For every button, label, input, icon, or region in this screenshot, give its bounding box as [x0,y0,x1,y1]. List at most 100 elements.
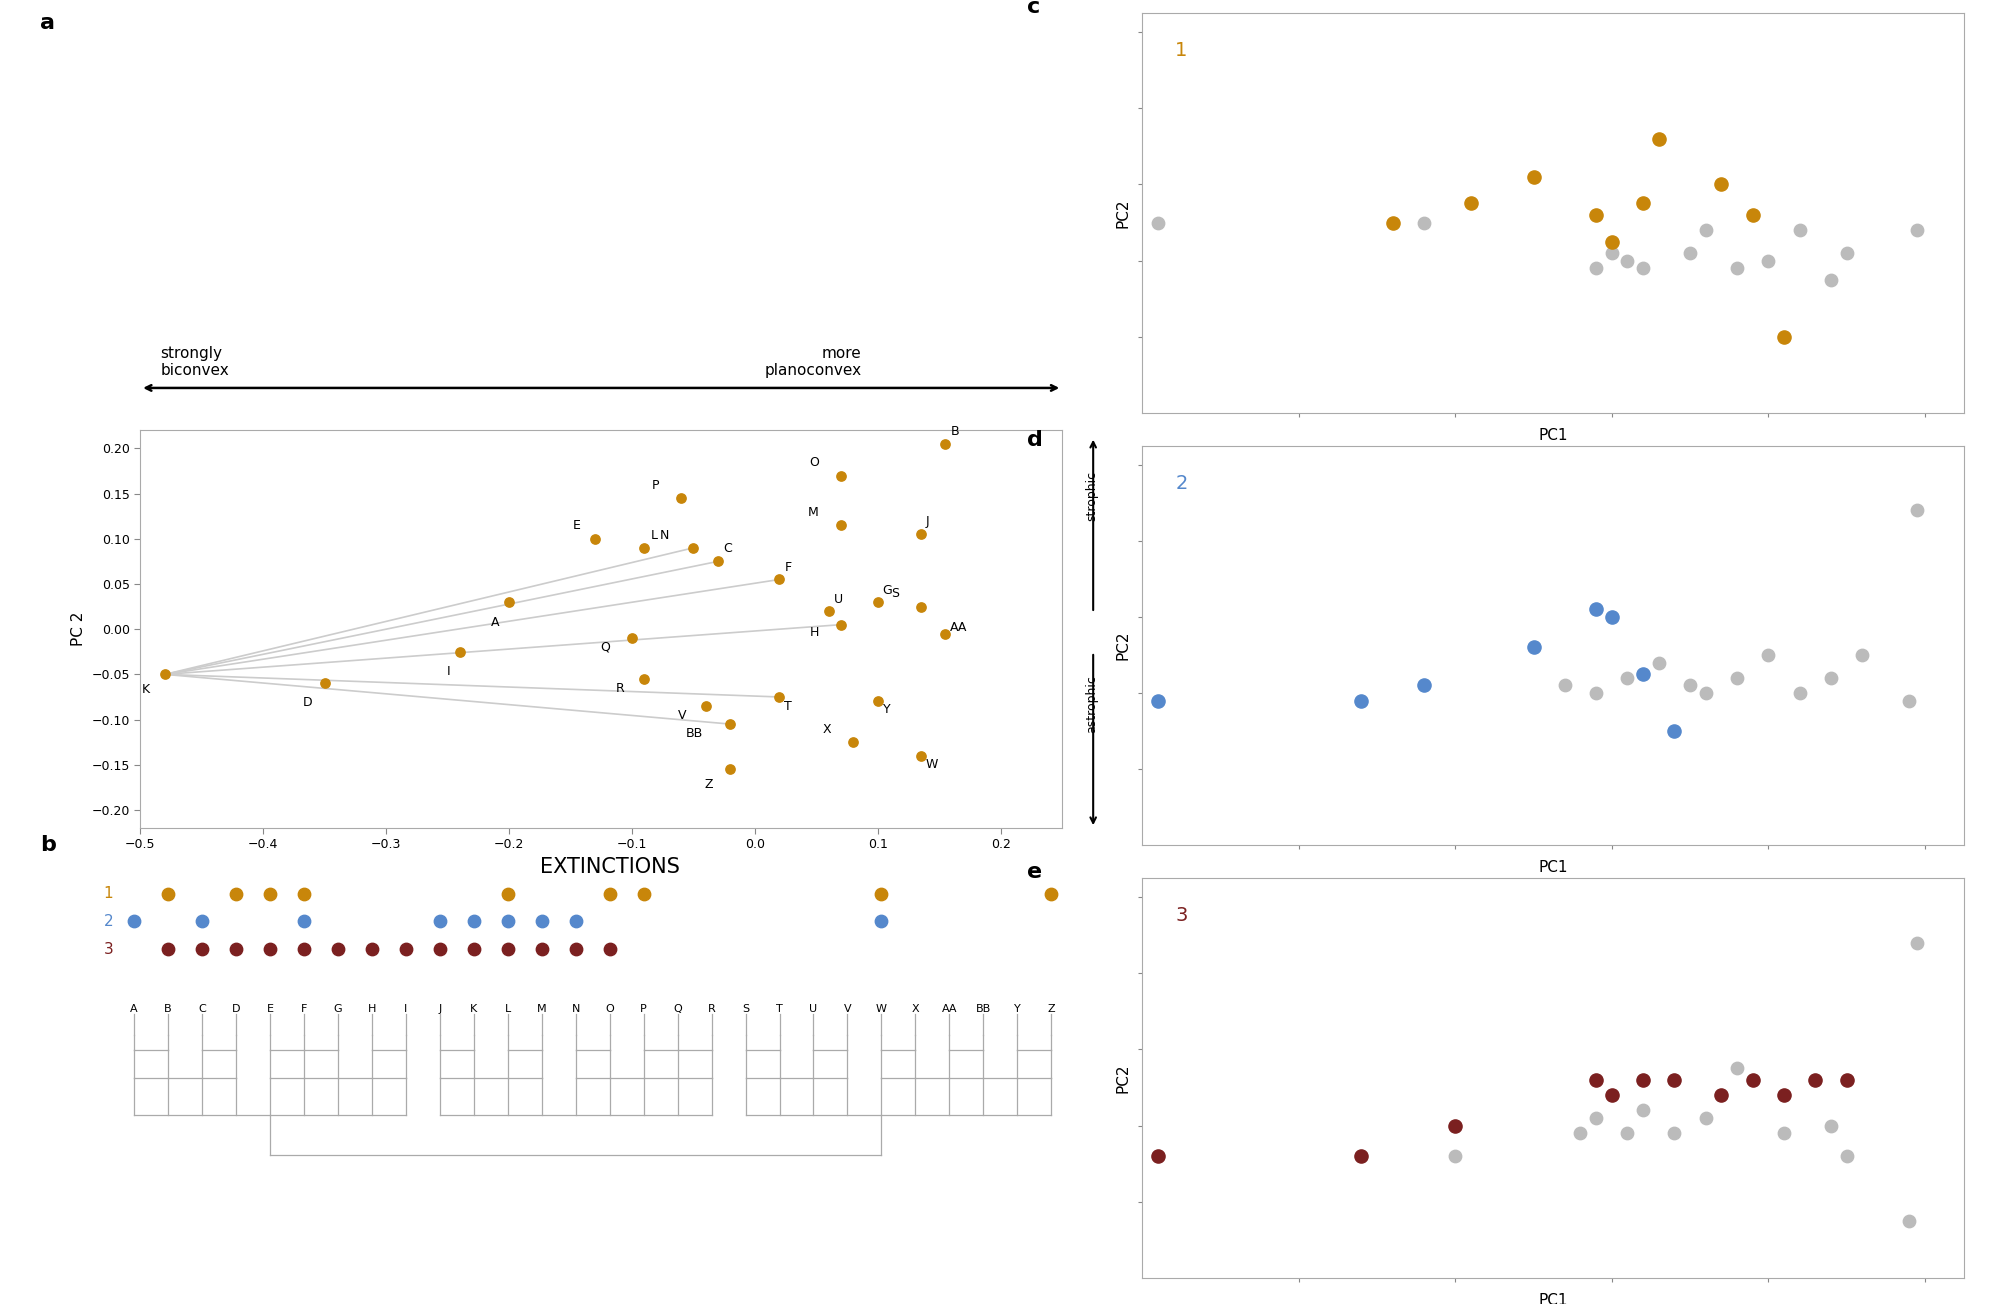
Text: Z: Z [705,778,713,792]
Text: e: e [1028,862,1042,882]
Point [593,939,625,960]
Point [1689,683,1721,704]
Point [1689,219,1721,240]
Point [1816,269,1848,289]
Text: strongly
biconvex: strongly biconvex [160,346,228,378]
X-axis label: PC1: PC1 [1539,428,1567,442]
Text: 3: 3 [104,941,114,957]
Text: G: G [333,1004,343,1015]
Point [1627,664,1659,685]
Point [1579,683,1611,704]
Point [904,596,936,617]
Text: G: G [882,584,892,597]
Point [904,524,936,545]
Point [1611,1123,1643,1144]
Text: X: X [822,722,832,735]
Text: B: B [164,1004,172,1015]
Point [1595,243,1627,263]
Point [862,592,894,613]
Text: 2: 2 [104,914,112,928]
Point [186,939,218,960]
Point [615,627,647,648]
Text: N: N [571,1004,579,1015]
Point [713,759,745,780]
Point [559,911,591,932]
Text: BB: BB [976,1004,990,1015]
Text: D: D [232,1004,240,1015]
Point [1611,250,1643,271]
Point [665,488,697,509]
Point [862,691,894,712]
Point [1579,1069,1611,1090]
Point [309,673,341,694]
Text: 3: 3 [1174,906,1188,925]
Point [1902,499,1934,520]
Point [1846,644,1878,665]
Text: R: R [615,682,625,695]
Point [838,732,870,752]
Text: S: S [890,587,898,600]
Point [764,686,796,707]
Point [1659,1123,1691,1144]
Point [1579,205,1611,226]
Text: M: M [808,506,820,519]
Text: J: J [926,515,930,528]
Text: K: K [142,683,150,696]
Text: d: d [1028,429,1044,450]
Point [627,537,659,558]
Point [1611,668,1643,689]
Point [220,939,253,960]
Text: P: P [641,1004,647,1015]
Text: R: R [707,1004,715,1015]
X-axis label: PC1: PC1 [1539,861,1567,875]
Y-axis label: PC2: PC2 [1116,631,1130,660]
Point [826,466,858,486]
Point [1627,1069,1659,1090]
Text: 1: 1 [104,887,112,901]
Point [677,537,709,558]
Point [525,939,557,960]
Point [701,552,733,572]
Text: O: O [810,456,820,469]
Point [1439,1146,1471,1167]
Text: P: P [651,479,659,492]
Point [1816,1115,1848,1136]
Point [1377,213,1409,233]
Point [491,939,523,960]
Point [357,939,389,960]
Point [1784,683,1816,704]
Text: EXTINCTIONS: EXTINCTIONS [539,857,679,876]
Point [1721,258,1754,279]
Text: I: I [447,665,451,678]
Point [1579,599,1611,619]
Point [1659,1069,1691,1090]
Text: A: A [491,615,499,629]
Text: strophic: strophic [1086,471,1098,520]
Point [1689,1107,1721,1128]
Point [1627,193,1659,214]
Point [579,528,611,549]
Point [457,911,489,932]
Text: B: B [950,425,958,438]
Point [1345,1146,1377,1167]
Point [826,515,858,536]
Point [443,642,475,662]
Point [559,939,591,960]
Point [866,883,898,904]
Text: V: V [844,1004,852,1015]
Point [1579,258,1611,279]
Text: O: O [605,1004,613,1015]
Point [866,911,898,932]
Text: M: M [537,1004,547,1015]
Point [289,939,321,960]
X-axis label: PC1: PC1 [1539,1292,1567,1304]
Point [423,939,455,960]
Point [220,883,253,904]
Point [826,614,858,635]
Text: H: H [810,626,820,639]
Point [457,939,489,960]
Point [627,669,659,690]
Point [1768,326,1800,347]
Text: 1: 1 [1174,40,1188,60]
Text: E: E [573,519,581,532]
